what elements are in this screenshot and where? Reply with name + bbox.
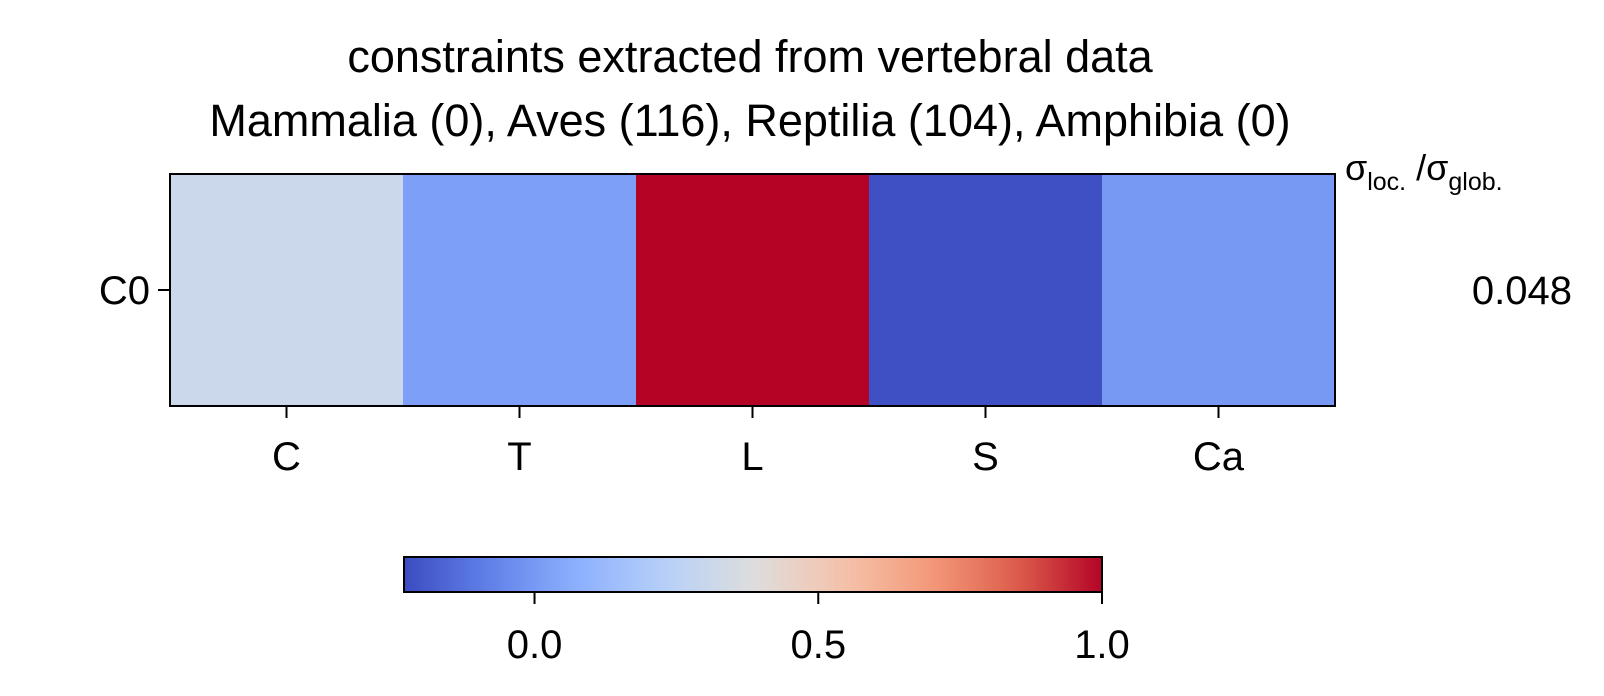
heatmap-cell-t bbox=[403, 174, 637, 406]
ratio-values: 0.048 bbox=[1472, 269, 1572, 313]
y-axis-ticks: C0 bbox=[99, 269, 170, 313]
x-axis-ticks: C T L S Ca bbox=[272, 406, 1245, 479]
x-tick-label: T bbox=[507, 435, 531, 479]
ratio-header-sigma2: σ bbox=[1426, 147, 1448, 188]
x-tick-label: S bbox=[972, 435, 999, 479]
ratio-header-sub-loc: loc. bbox=[1367, 168, 1406, 196]
ratio-value: 0.048 bbox=[1472, 269, 1572, 313]
chart-title-line1: constraints extracted from vertebral dat… bbox=[347, 31, 1153, 82]
heatmap-cell-l bbox=[636, 174, 870, 406]
colorbar-tick-label: 0.5 bbox=[790, 623, 846, 667]
chart-title-line2: Mammalia (0), Aves (116), Reptilia (104)… bbox=[209, 95, 1290, 146]
x-tick-label: L bbox=[741, 435, 763, 479]
heatmap-cell-s bbox=[869, 174, 1103, 406]
ratio-header-sub-glob: glob. bbox=[1448, 168, 1502, 196]
colorbar-tick-label: 1.0 bbox=[1074, 623, 1130, 667]
y-tick-label: C0 bbox=[99, 269, 150, 313]
heatmap-cells bbox=[170, 174, 1336, 406]
ratio-header-sigma1: σ bbox=[1345, 147, 1367, 188]
x-tick-label: C bbox=[272, 435, 301, 479]
heatmap-cell-c bbox=[170, 174, 404, 406]
ratio-header: σloc. /σglob. bbox=[1345, 147, 1503, 196]
heatmap-cell-ca bbox=[1102, 174, 1336, 406]
colorbar-ticks: 0.0 0.5 1.0 bbox=[507, 592, 1130, 667]
colorbar bbox=[404, 557, 1102, 592]
x-tick-label: Ca bbox=[1193, 435, 1245, 479]
ratio-header-slash: / bbox=[1406, 147, 1426, 188]
colorbar-tick-label: 0.0 bbox=[507, 623, 563, 667]
